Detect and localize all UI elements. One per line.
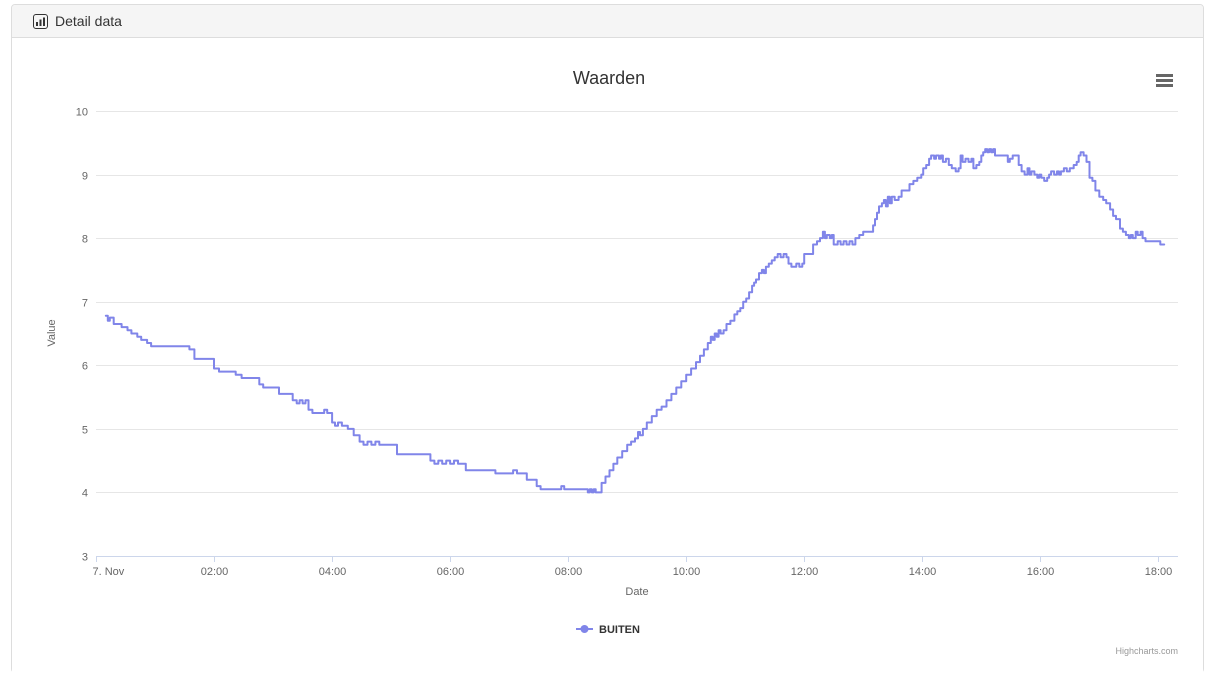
y-axis-title: Value: [46, 319, 58, 346]
x-axis-title: Date: [625, 586, 648, 598]
context-menu-button[interactable]: [1156, 74, 1173, 87]
y-tick-label: 9: [82, 171, 88, 183]
x-tick-label: 04:00: [319, 566, 347, 578]
waarden-chart: 3 4 5 6 7 8 9 10 7. Nov 02:00 04:00 06:00 08:00 10:00…: [46, 68, 1178, 656]
x-tick-label: 08:00: [555, 566, 583, 578]
x-tick-label: 02:00: [201, 566, 229, 578]
legend-item-buiten[interactable]: BUITEN: [576, 624, 640, 636]
grid-layer: [96, 111, 1178, 557]
y-tick-label: 5: [82, 425, 88, 437]
y-tick-label: 10: [76, 107, 88, 119]
legend-marker-dot: [580, 625, 589, 633]
x-tick-label: 12:00: [791, 566, 819, 578]
axis-layer: 3 4 5 6 7 8 9 10 7. Nov 02:00 04:00 06:00 08:00 10:00…: [76, 107, 1178, 578]
y-tick-label: 6: [82, 361, 88, 373]
y-tick-label: 4: [82, 488, 88, 500]
detail-data-panel: Detail data 3 4 5 6 7 8 9 10 7. Nov 02:00 04:00 06:…: [11, 4, 1204, 673]
x-tick-label: 14:00: [909, 566, 937, 578]
chart-container: 3 4 5 6 7 8 9 10 7. Nov 02:00 04:00 06:00 08:00 10:00…: [12, 38, 1203, 673]
panel-title: Detail data: [55, 13, 122, 29]
x-tick-label: 18:00: [1145, 566, 1173, 578]
series-line-buiten: [104, 148, 1166, 494]
panel-header: Detail data: [12, 5, 1203, 38]
bar-chart-icon: [33, 13, 48, 29]
x-tick-label: 16:00: [1027, 566, 1055, 578]
x-tick-label: 7. Nov: [93, 566, 125, 578]
series-layer: [104, 148, 1166, 494]
x-tick-label: 06:00: [437, 566, 465, 578]
legend-label: BUITEN: [599, 624, 640, 636]
y-tick-label: 8: [82, 234, 88, 246]
chart-title: Waarden: [573, 68, 645, 88]
highcharts-credits[interactable]: Highcharts.com: [1115, 646, 1178, 656]
hamburger-icon: [1156, 74, 1173, 87]
y-tick-label: 7: [82, 298, 88, 310]
x-tick-label: 10:00: [673, 566, 701, 578]
y-tick-label: 3: [82, 552, 88, 564]
